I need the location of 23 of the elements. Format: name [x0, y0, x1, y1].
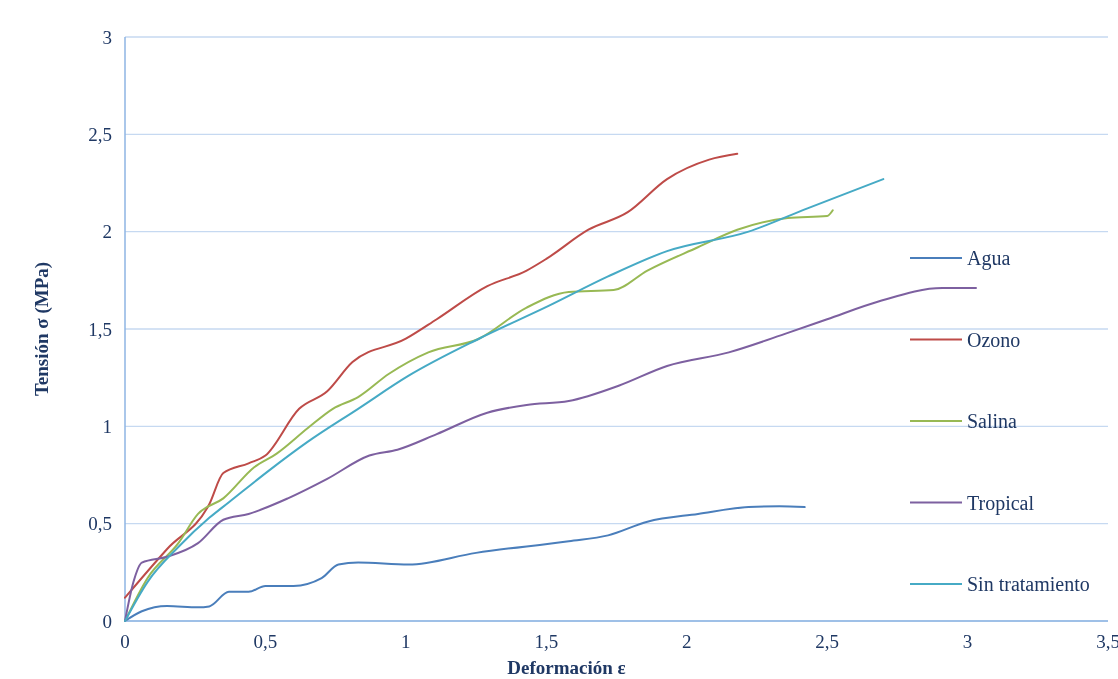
legend-label: Salina — [967, 410, 1018, 432]
y-tick-label: 3 — [102, 26, 112, 48]
legend-label: Ozono — [967, 328, 1021, 351]
legend-label: Agua — [967, 247, 1011, 270]
y-tick-label: 0 — [102, 610, 112, 632]
y-tick-label: 1 — [102, 415, 112, 437]
x-tick-label: 1 — [401, 631, 411, 652]
y-axis-title: Tensión σ (MPa) — [31, 261, 53, 397]
x-tick-label: 3 — [962, 631, 973, 652]
x-tick-label: 0 — [120, 631, 130, 652]
x-tick-label: 2,5 — [815, 631, 840, 652]
x-tick-label: 2 — [681, 631, 692, 652]
legend-label: Sin tratamiento — [967, 573, 1090, 595]
x-axis-title: Deformación ε — [507, 657, 626, 678]
y-tick-label: 2 — [102, 221, 112, 243]
legend-label: Tropical — [967, 491, 1035, 515]
y-tick-label: 1,5 — [88, 318, 112, 340]
y-tick-label: 0,5 — [88, 513, 112, 535]
y-tick-label: 2,5 — [88, 123, 112, 145]
line-series — [124, 152, 739, 599]
line-series — [124, 505, 806, 622]
x-tick-label: 0,5 — [253, 631, 278, 652]
x-tick-label: 1,5 — [534, 631, 559, 652]
